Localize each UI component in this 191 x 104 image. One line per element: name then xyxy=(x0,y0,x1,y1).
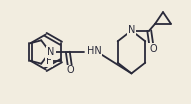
Text: N: N xyxy=(47,47,55,57)
Text: HN: HN xyxy=(87,46,101,56)
Text: N: N xyxy=(128,25,135,35)
Text: O: O xyxy=(149,44,157,54)
Text: F: F xyxy=(46,56,52,66)
Text: O: O xyxy=(67,66,75,76)
